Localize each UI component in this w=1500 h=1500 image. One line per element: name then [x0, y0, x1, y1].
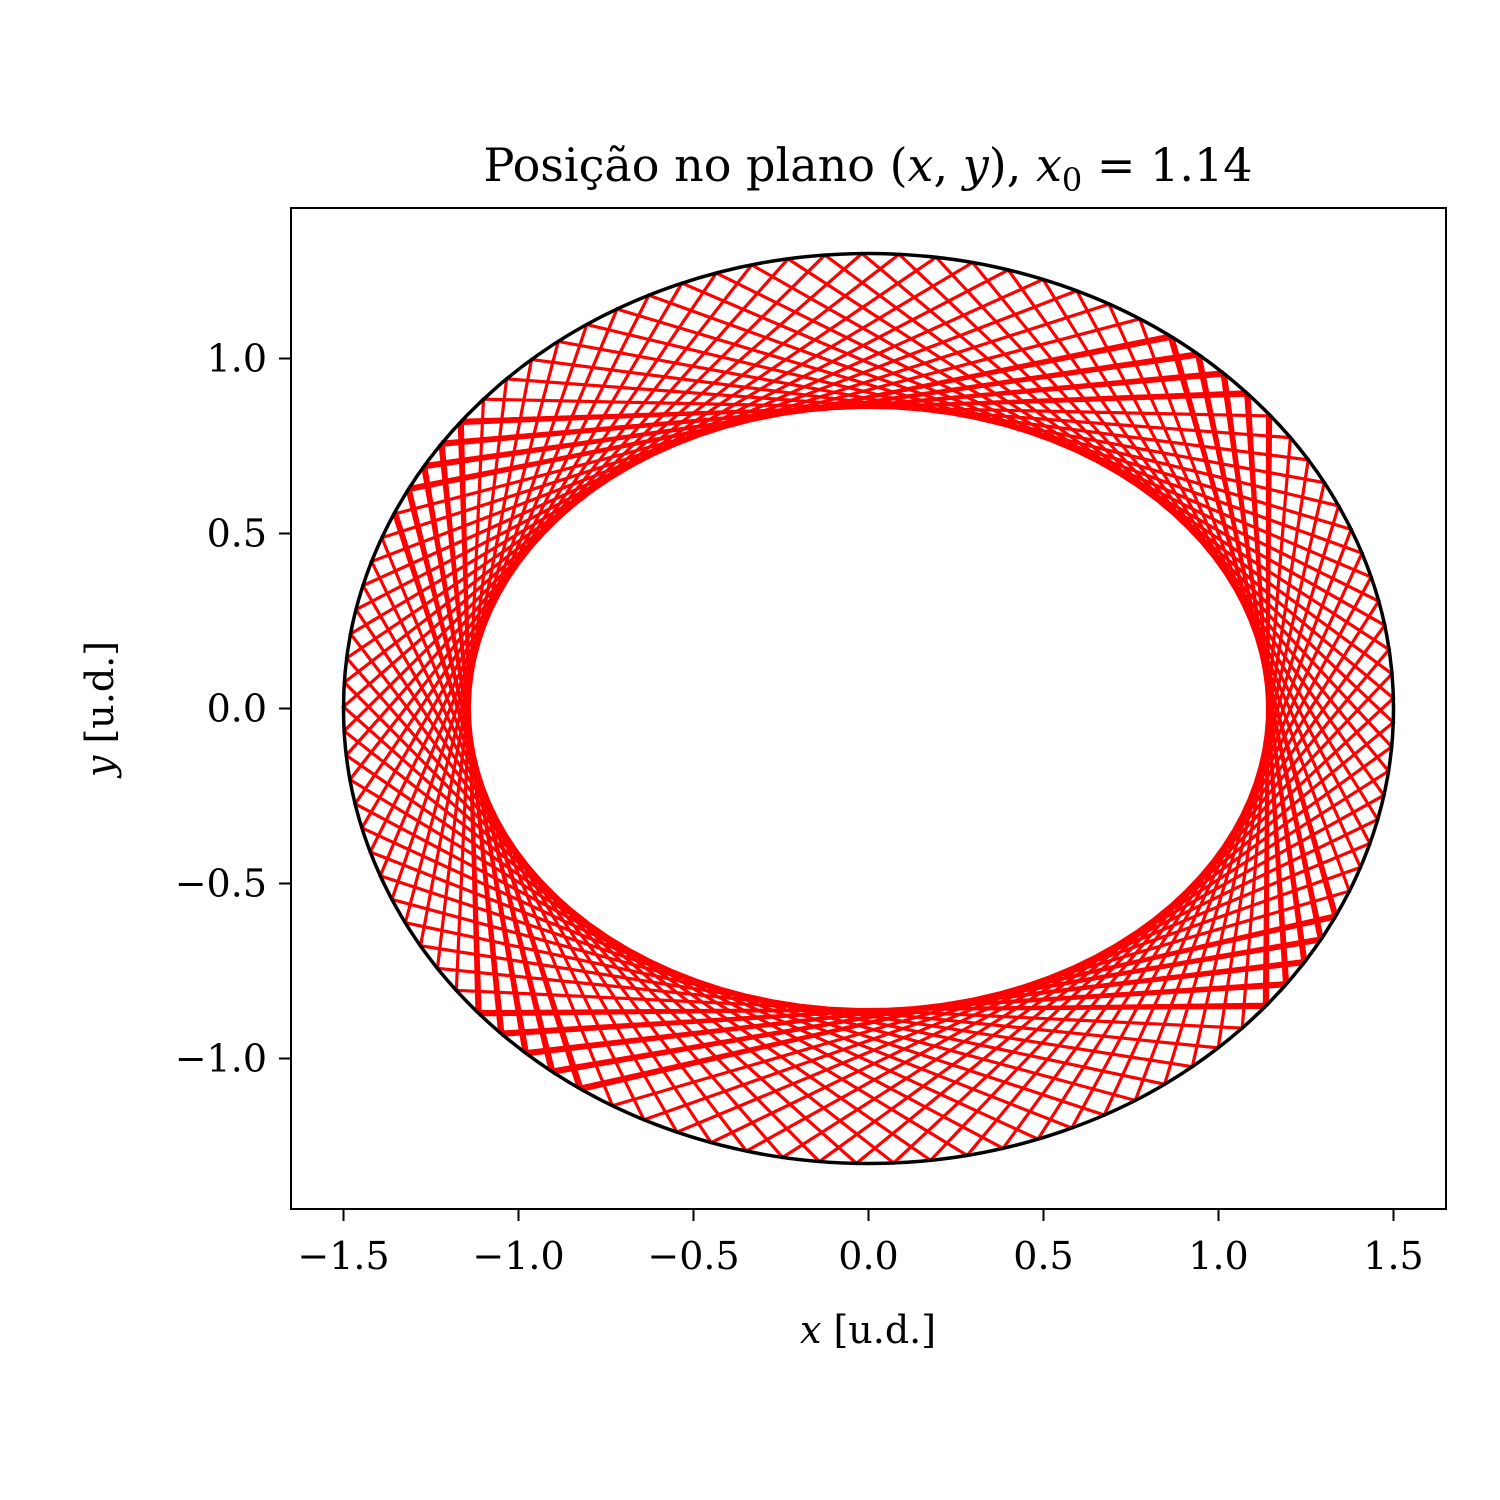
y-tick-label: 1.0 [207, 337, 267, 381]
y-tick-label: −0.5 [175, 862, 267, 906]
x-tick-label: 0.5 [1013, 1234, 1073, 1278]
trajectory-line [341, 251, 1396, 1166]
x-tick-label: 0.0 [838, 1234, 898, 1278]
y-axis-ticks: −1.0 −0.5 0.0 0.5 1.0 [175, 337, 291, 1081]
y-tick-label: −1.0 [175, 1037, 267, 1081]
x-tick-label: −0.5 [647, 1234, 739, 1278]
x-axis-ticks: −1.5 −1.0 −0.5 0.0 0.5 1.0 1.5 [297, 1209, 1424, 1278]
x-tick-label: −1.0 [472, 1234, 564, 1278]
x-axis-label: x [u.d.] [800, 1308, 936, 1352]
x-tick-label: 1.0 [1188, 1234, 1248, 1278]
x-tick-label: −1.5 [297, 1234, 389, 1278]
x-tick-label: 1.5 [1363, 1234, 1423, 1278]
y-tick-label: 0.5 [207, 512, 267, 556]
y-axis-label: y [u.d.] [78, 641, 122, 779]
chart-title: Posição no plano (x, y), x0 = 1.14 [484, 138, 1253, 199]
boundary-ellipse [341, 251, 1396, 1166]
plot-area [341, 251, 1396, 1166]
y-tick-label: 0.0 [207, 687, 267, 731]
